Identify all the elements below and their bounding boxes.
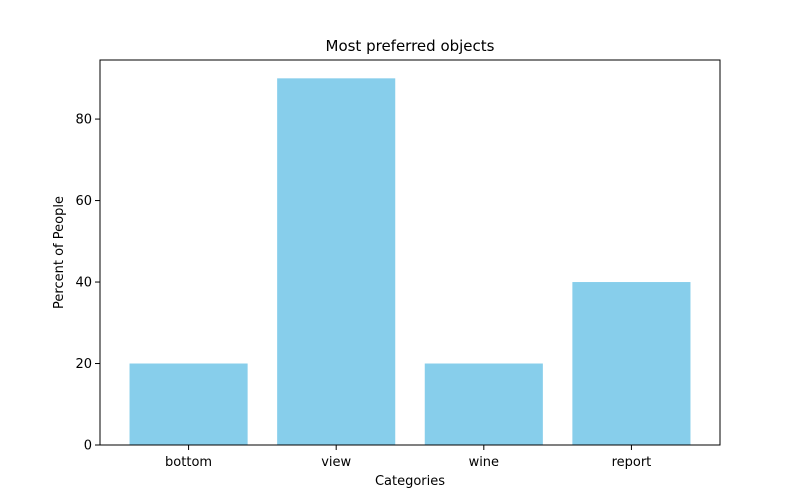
x-tick-label: view	[321, 455, 351, 470]
x-tick-label: bottom	[165, 455, 212, 470]
y-tick-label: 0	[84, 439, 92, 454]
y-tick-label: 80	[75, 113, 92, 128]
y-tick-label: 20	[75, 357, 92, 372]
x-axis-label: Categories	[375, 474, 445, 489]
bar-view	[277, 78, 396, 445]
y-axis-ticks: 0 20 40 60 80	[75, 113, 100, 454]
x-axis-ticks: bottom view wine report	[165, 445, 651, 470]
plot-frame	[99, 59, 721, 446]
y-tick-label: 60	[75, 194, 92, 209]
bar-bottom	[129, 363, 248, 445]
bar-report	[572, 282, 691, 445]
y-axis-label: Percent of People	[52, 196, 67, 309]
bar-wine	[424, 363, 543, 445]
bars-layer	[129, 78, 691, 445]
x-tick-label: report	[612, 455, 652, 470]
x-tick-label: wine	[469, 455, 499, 470]
y-tick-label: 40	[75, 276, 92, 291]
chart-title: Most preferred objects	[326, 37, 495, 55]
